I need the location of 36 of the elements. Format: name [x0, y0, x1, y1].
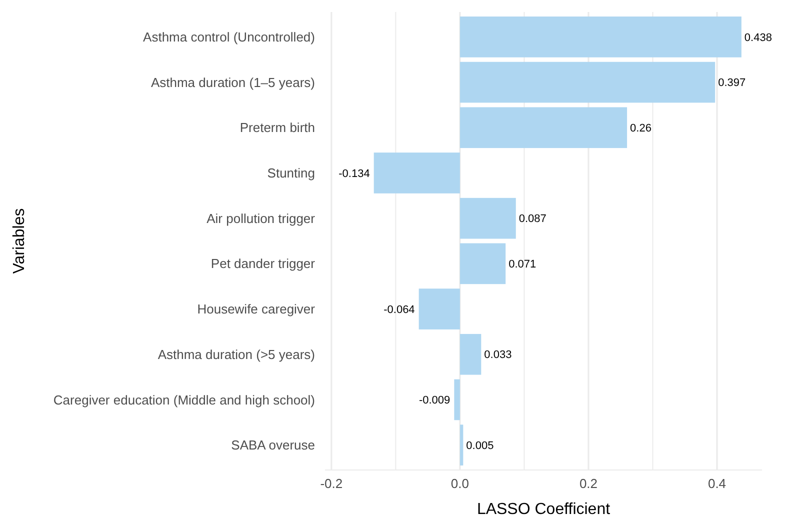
bar	[454, 379, 460, 420]
bar	[460, 334, 482, 375]
y-tick-label: Asthma control (Uncontrolled)	[143, 29, 315, 44]
bar	[460, 16, 742, 58]
data-label: 0.071	[508, 258, 536, 271]
data-label: 0.005	[466, 440, 494, 452]
bar	[418, 288, 460, 330]
y-axis-title: Variables	[11, 208, 28, 274]
data-label: -0.134	[338, 168, 370, 180]
bar	[374, 152, 460, 194]
data-label: -0.064	[384, 304, 415, 316]
y-tick-label: Asthma duration (1–5 years)	[150, 74, 315, 90]
y-tick-label: Asthma duration (>5 years)	[158, 346, 315, 362]
data-label: 0.033	[484, 349, 512, 362]
bar	[460, 243, 506, 284]
data-label: 0.438	[744, 32, 772, 44]
x-tick-label: -0.2	[320, 476, 343, 491]
y-tick-label: Preterm birth	[240, 120, 315, 136]
bar	[460, 62, 716, 103]
bar	[460, 424, 464, 466]
x-tick-label: 0.0	[450, 476, 469, 491]
data-label: 0.087	[518, 213, 546, 226]
data-label: 0.397	[718, 77, 746, 90]
y-tick-label: Air pollution trigger	[206, 210, 316, 226]
y-tick-label: Stunting	[267, 166, 315, 181]
y-tick-label: Pet dander trigger	[210, 256, 316, 272]
data-label: 0.26	[630, 122, 652, 134]
bar	[460, 198, 516, 239]
data-label: -0.009	[418, 394, 450, 407]
y-tick-label: Caregiver education (Middle and high school)	[53, 392, 315, 408]
x-axis-title: LASSO Coefficient	[476, 501, 611, 518]
bar	[460, 107, 628, 148]
x-tick-label: 0.4	[708, 476, 726, 491]
x-tick-label: 0.2	[579, 476, 598, 491]
y-tick-label: SABA overuse	[231, 438, 315, 453]
y-tick-label: Housewife caregiver	[197, 302, 316, 317]
